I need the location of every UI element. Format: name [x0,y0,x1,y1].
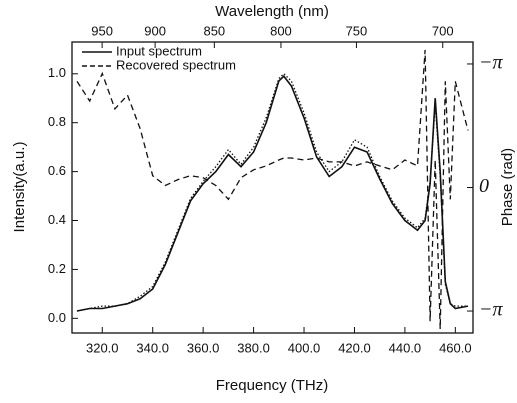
y2-axis-title: Phase (rad) [499,148,516,226]
x2-tick-label: 800 [270,23,292,38]
data-line [76,49,469,330]
x-tick-label: 360.0 [187,340,220,355]
x2-tick-label: 850 [203,23,225,38]
x-tick-label: 460.0 [439,340,472,355]
legend-label: Recovered spectrum [116,57,236,72]
x2-axis-title: Wavelength (nm) [215,3,329,20]
x-tick-label: 380.0 [237,340,270,355]
x-tick-label: 340.0 [136,340,169,355]
y-tick-label: 0.0 [48,310,66,325]
x2-tick-label: 950 [91,23,113,38]
plot-frame [71,41,474,334]
y-tick-label: 0.8 [48,114,66,129]
legend-label: Input spectrum [116,43,202,58]
x-axis-title: Frequency (THz) [216,377,329,394]
x-tick-label: 320.0 [86,340,119,355]
data-line [76,72,468,312]
y-tick-label: 0.4 [48,212,66,227]
data-line [76,74,469,312]
y2-tick-label: −π [479,52,503,74]
y-tick-label: 0.2 [48,261,66,276]
y2-tick-label: 0 [479,175,489,197]
y-tick-label: 0.6 [48,163,66,178]
x2-tick-label: 700 [432,23,454,38]
x-tick-label: 400.0 [288,340,321,355]
x2-tick-label: 900 [144,23,166,38]
x2-tick-label: 750 [346,23,368,38]
x-tick-label: 440.0 [389,340,422,355]
y2-tick-label: −π [479,299,503,321]
y-tick-label: 1.0 [48,65,66,80]
y-axis-title: Intensity(a.u.) [11,142,28,233]
x-tick-label: 420.0 [338,340,371,355]
